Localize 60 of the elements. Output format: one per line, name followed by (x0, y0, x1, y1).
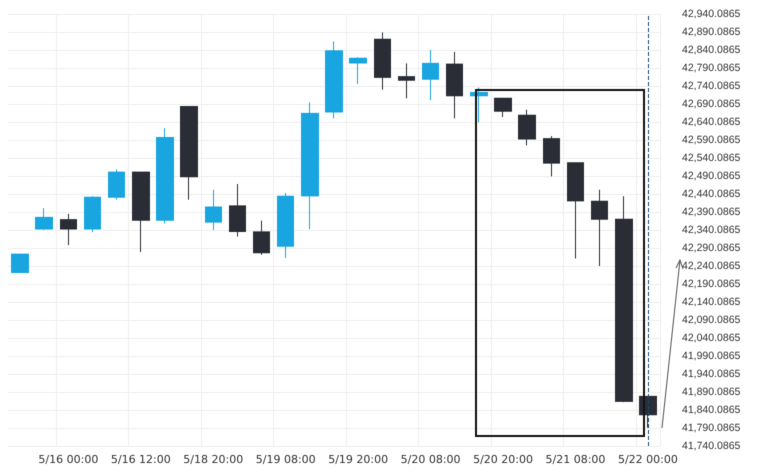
y-tick-label: 41,840.0865 (682, 404, 741, 416)
y-tick-label: 42,240.0865 (682, 260, 741, 272)
candlestick (11, 254, 29, 274)
y-tick-label: 42,740.0865 (682, 80, 741, 92)
candlestick (156, 128, 174, 224)
y-tick-label: 41,940.0865 (682, 368, 741, 380)
y-tick-label: 42,040.0865 (682, 332, 741, 344)
y-tick-label: 42,690.0865 (682, 98, 741, 110)
x-tick-label: 5/19 08:00 (256, 453, 316, 466)
x-tick-label: 5/16 12:00 (110, 453, 171, 466)
y-tick-label: 41,990.0865 (682, 350, 741, 362)
x-tick-label: 5/16 00:00 (38, 453, 98, 466)
x-tick-label: 5/20 20:00 (473, 453, 533, 466)
candlestick (567, 162, 584, 259)
y-tick-label: 42,490.0865 (682, 170, 741, 182)
candlestick (422, 50, 439, 101)
candlestick (108, 169, 125, 200)
x-tick-label: 5/18 20:00 (183, 453, 244, 466)
candlestick (84, 196, 101, 233)
y-tick-label: 42,890.0865 (682, 26, 741, 38)
y-tick-label: 42,440.0865 (682, 188, 741, 200)
candlestick (301, 102, 319, 230)
y-tick-label: 41,790.0865 (682, 422, 741, 434)
candlestick (398, 62, 415, 99)
candlestick (591, 189, 608, 267)
y-tick-label: 42,390.0865 (682, 206, 741, 218)
y-tick-label: 42,090.0865 (682, 314, 741, 326)
candlestick (253, 220, 270, 256)
candlestick (60, 213, 77, 246)
candlestick (180, 106, 198, 200)
y-tick-label: 42,290.0865 (682, 242, 741, 254)
y-tick-label: 42,940.0865 (682, 8, 741, 20)
candlestick (543, 136, 560, 177)
candlestick (494, 98, 512, 118)
y-tick-label: 41,890.0865 (682, 386, 741, 398)
y-tick-label: 41,740.0865 (682, 440, 741, 452)
y-tick-label: 42,190.0865 (682, 278, 741, 290)
x-tick-label: 5/19 20:00 (328, 453, 388, 466)
x-tick-label: 5/21 08:00 (546, 453, 606, 466)
candlestick (229, 183, 246, 238)
y-tick-label: 42,140.0865 (682, 296, 741, 308)
y-tick-label: 42,840.0865 (682, 44, 741, 56)
candlestick (132, 172, 150, 252)
y-tick-label: 42,790.0865 (682, 62, 741, 74)
candlestick (446, 51, 463, 119)
candlestick (470, 86, 488, 123)
y-tick-label: 42,640.0865 (682, 116, 741, 128)
y-tick-label: 42,340.0865 (682, 224, 741, 236)
candlestick (35, 208, 53, 231)
candlestick (615, 196, 633, 403)
y-tick-label: 42,590.0865 (682, 134, 741, 146)
candlestick (518, 109, 536, 146)
x-tick-label: 5/20 08:00 (400, 453, 461, 466)
candlestick (277, 192, 294, 259)
y-tick-label: 42,540.0865 (682, 152, 741, 164)
x-tick-label: 5/22 00:00 (618, 453, 678, 466)
candlestick (349, 56, 367, 84)
candlestick (325, 40, 343, 119)
candlestick (374, 32, 391, 90)
candlestick (205, 189, 222, 231)
